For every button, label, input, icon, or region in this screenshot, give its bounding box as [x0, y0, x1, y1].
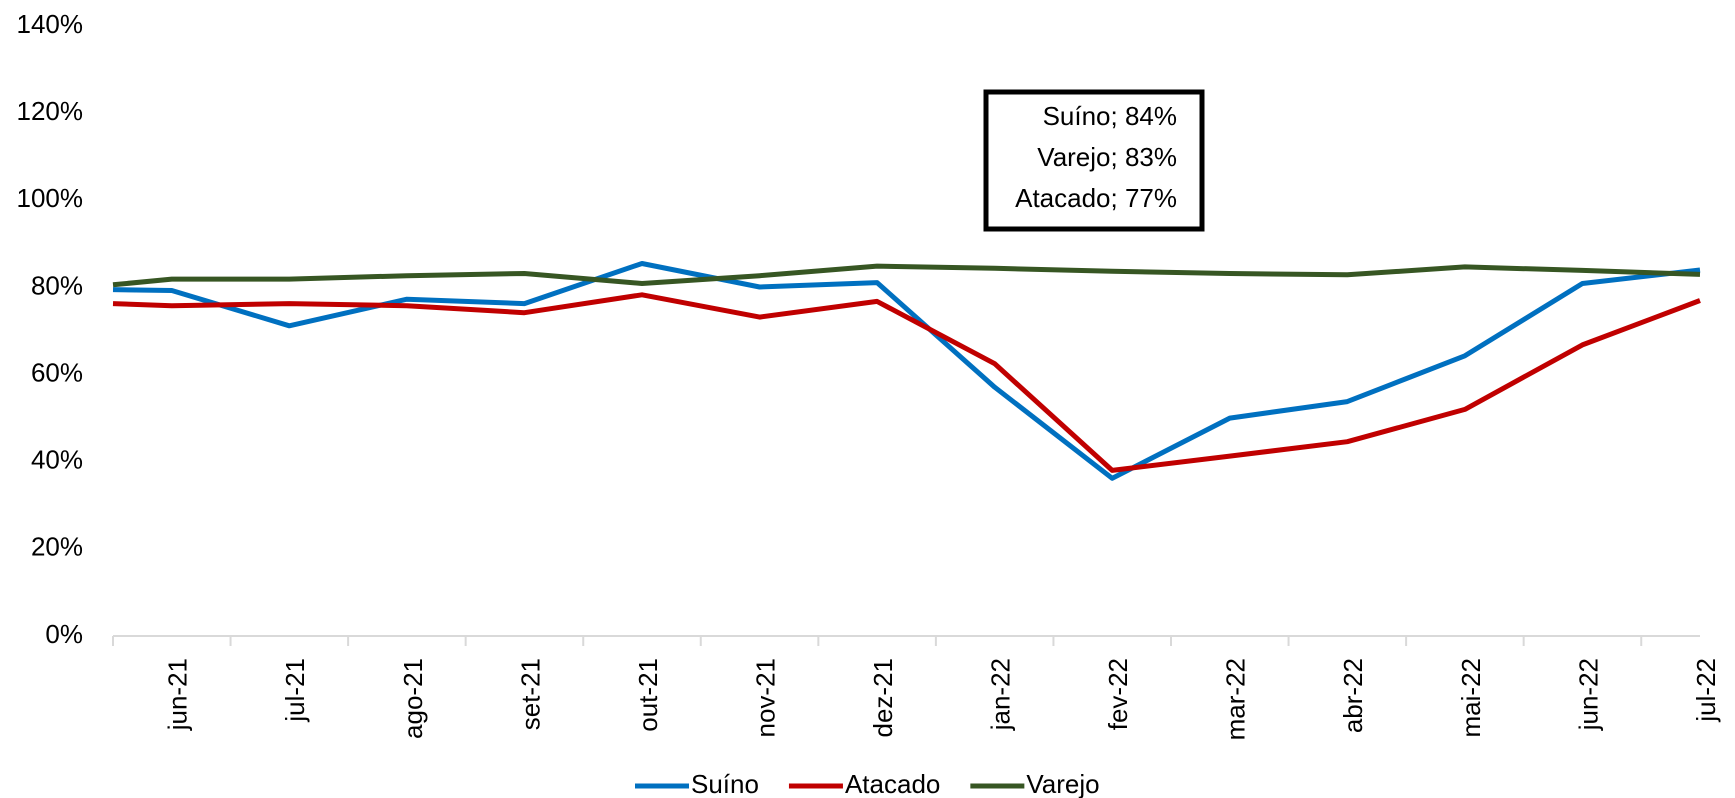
x-tick-label: fev-22	[1103, 658, 1133, 730]
x-tick-label: jul-21	[280, 658, 310, 723]
legend-label: Varejo	[1026, 769, 1099, 798]
annotation: Suíno; 84%	[1043, 101, 1177, 131]
y-tick-label: 60%	[31, 357, 83, 387]
y-tick-label: 120%	[17, 96, 84, 126]
x-tick-label: mai-22	[1456, 658, 1486, 737]
line-series	[112, 292, 1701, 473]
x-tick-label: set-21	[515, 658, 545, 730]
y-tick-label: 20%	[31, 532, 83, 562]
legend-label: Suíno	[691, 769, 759, 798]
x-tick-label: abr-22	[1338, 658, 1368, 733]
y-tick-label: 100%	[17, 183, 84, 213]
x-tick-label: jul-22	[1691, 658, 1721, 723]
annotation-box	[983, 89, 1205, 232]
x-tick-label: out-21	[633, 658, 663, 732]
annotation: Atacado; 77%	[1015, 183, 1177, 213]
y-tick-label: 80%	[31, 270, 83, 300]
x-tick-label: nov-21	[750, 658, 780, 738]
y-tick-label: 140%	[17, 9, 84, 39]
line-series	[112, 263, 1701, 288]
x-tick-label: dez-21	[868, 658, 898, 738]
annotation: Varejo; 83%	[1037, 142, 1177, 172]
x-tick-label: jun-21	[163, 658, 193, 731]
legend-label: Atacado	[845, 769, 940, 798]
x-tick-label: mar-22	[1221, 658, 1251, 740]
x-tick-label: ago-21	[398, 658, 428, 739]
y-tick-label: 0%	[45, 619, 83, 649]
x-tick-label: jan-22	[986, 658, 1016, 731]
x-tick-label: jun-22	[1573, 658, 1603, 731]
y-tick-label: 40%	[31, 445, 83, 475]
line-series	[112, 261, 1701, 481]
